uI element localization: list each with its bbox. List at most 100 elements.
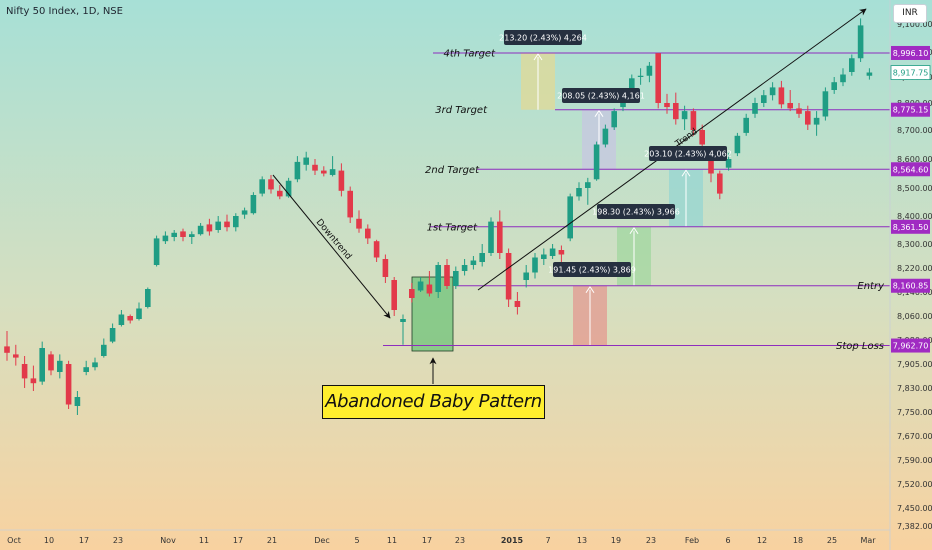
candle[interactable] xyxy=(602,124,609,148)
candle[interactable] xyxy=(268,174,274,194)
candle[interactable] xyxy=(761,90,767,108)
candle[interactable] xyxy=(145,287,151,309)
candle-body xyxy=(435,265,441,292)
candle[interactable] xyxy=(373,239,380,262)
candle[interactable] xyxy=(567,193,573,242)
candle[interactable] xyxy=(822,87,829,121)
candle[interactable] xyxy=(189,231,195,244)
candle[interactable] xyxy=(743,113,749,136)
candle[interactable] xyxy=(857,18,864,62)
candle[interactable] xyxy=(294,156,301,183)
candle[interactable] xyxy=(497,210,503,259)
candle[interactable] xyxy=(83,360,89,376)
candle[interactable] xyxy=(734,132,741,157)
candle[interactable] xyxy=(391,277,397,316)
candle[interactable] xyxy=(409,283,415,303)
candle[interactable] xyxy=(549,244,556,259)
candle[interactable] xyxy=(74,391,81,415)
candle[interactable] xyxy=(593,141,600,181)
candle[interactable] xyxy=(752,97,758,118)
candle[interactable] xyxy=(65,360,72,409)
candle[interactable] xyxy=(532,253,538,279)
candle[interactable] xyxy=(250,192,257,215)
candle[interactable] xyxy=(787,90,793,112)
candle[interactable] xyxy=(681,105,688,130)
candle[interactable] xyxy=(162,231,169,244)
candle[interactable] xyxy=(541,248,547,266)
candle[interactable] xyxy=(400,314,406,345)
candle[interactable] xyxy=(312,159,318,175)
candle[interactable] xyxy=(136,302,142,321)
candle[interactable] xyxy=(92,357,98,371)
candle[interactable] xyxy=(277,185,283,200)
candle[interactable] xyxy=(303,151,309,171)
candle[interactable] xyxy=(611,108,617,130)
candle[interactable] xyxy=(426,271,433,297)
candle[interactable] xyxy=(233,213,239,232)
candle[interactable] xyxy=(514,292,521,315)
candle[interactable] xyxy=(48,351,54,376)
candle[interactable] xyxy=(769,82,776,101)
candle[interactable] xyxy=(505,248,512,308)
candle[interactable] xyxy=(831,77,837,94)
candle[interactable] xyxy=(101,338,107,358)
currency-button[interactable]: INR xyxy=(893,4,927,23)
candle[interactable] xyxy=(866,68,873,80)
candle[interactable] xyxy=(470,256,477,270)
candle[interactable] xyxy=(329,156,336,177)
candle[interactable] xyxy=(224,214,230,232)
candle[interactable] xyxy=(585,177,591,205)
candle[interactable] xyxy=(118,310,125,327)
candle[interactable] xyxy=(197,223,204,236)
candle[interactable] xyxy=(57,354,63,379)
candle[interactable] xyxy=(21,356,28,388)
candle[interactable] xyxy=(778,80,785,109)
candle[interactable] xyxy=(338,163,345,197)
candle-body xyxy=(558,250,565,255)
candle[interactable] xyxy=(206,218,213,236)
candle[interactable] xyxy=(39,341,45,385)
candle[interactable] xyxy=(435,262,441,298)
candle[interactable] xyxy=(241,207,248,219)
candle[interactable] xyxy=(664,93,670,114)
candle[interactable] xyxy=(461,259,468,276)
candle-body xyxy=(153,238,160,265)
candle[interactable] xyxy=(523,265,529,288)
candle[interactable] xyxy=(479,244,485,267)
candle[interactable] xyxy=(109,323,116,344)
candle[interactable] xyxy=(558,245,565,263)
candle[interactable] xyxy=(417,277,424,292)
candle[interactable] xyxy=(637,68,644,85)
candle[interactable] xyxy=(127,314,133,324)
candle[interactable] xyxy=(655,53,661,109)
candle[interactable] xyxy=(717,170,723,200)
candle[interactable] xyxy=(725,153,732,171)
candle[interactable] xyxy=(488,217,494,256)
candle[interactable] xyxy=(382,254,389,284)
candle[interactable] xyxy=(215,216,221,233)
candle[interactable] xyxy=(849,54,855,76)
candle[interactable] xyxy=(673,92,679,125)
candle-body xyxy=(338,170,345,191)
candle[interactable] xyxy=(30,365,37,391)
candle[interactable] xyxy=(4,331,10,361)
candle[interactable] xyxy=(259,176,265,197)
candle[interactable] xyxy=(690,108,697,136)
candle[interactable] xyxy=(171,230,177,242)
candle[interactable] xyxy=(13,344,19,366)
candle[interactable] xyxy=(576,182,582,201)
candle[interactable] xyxy=(840,68,846,87)
candle[interactable] xyxy=(347,186,353,223)
candle[interactable] xyxy=(453,266,459,290)
candle[interactable] xyxy=(356,210,362,233)
candle[interactable] xyxy=(153,235,160,267)
candle[interactable] xyxy=(813,111,820,136)
candle[interactable] xyxy=(321,166,327,177)
candle[interactable] xyxy=(796,103,802,118)
candle[interactable] xyxy=(180,228,186,242)
candle[interactable] xyxy=(444,259,450,289)
candle[interactable] xyxy=(805,105,811,130)
candle[interactable] xyxy=(365,224,371,244)
candle[interactable] xyxy=(646,62,653,83)
